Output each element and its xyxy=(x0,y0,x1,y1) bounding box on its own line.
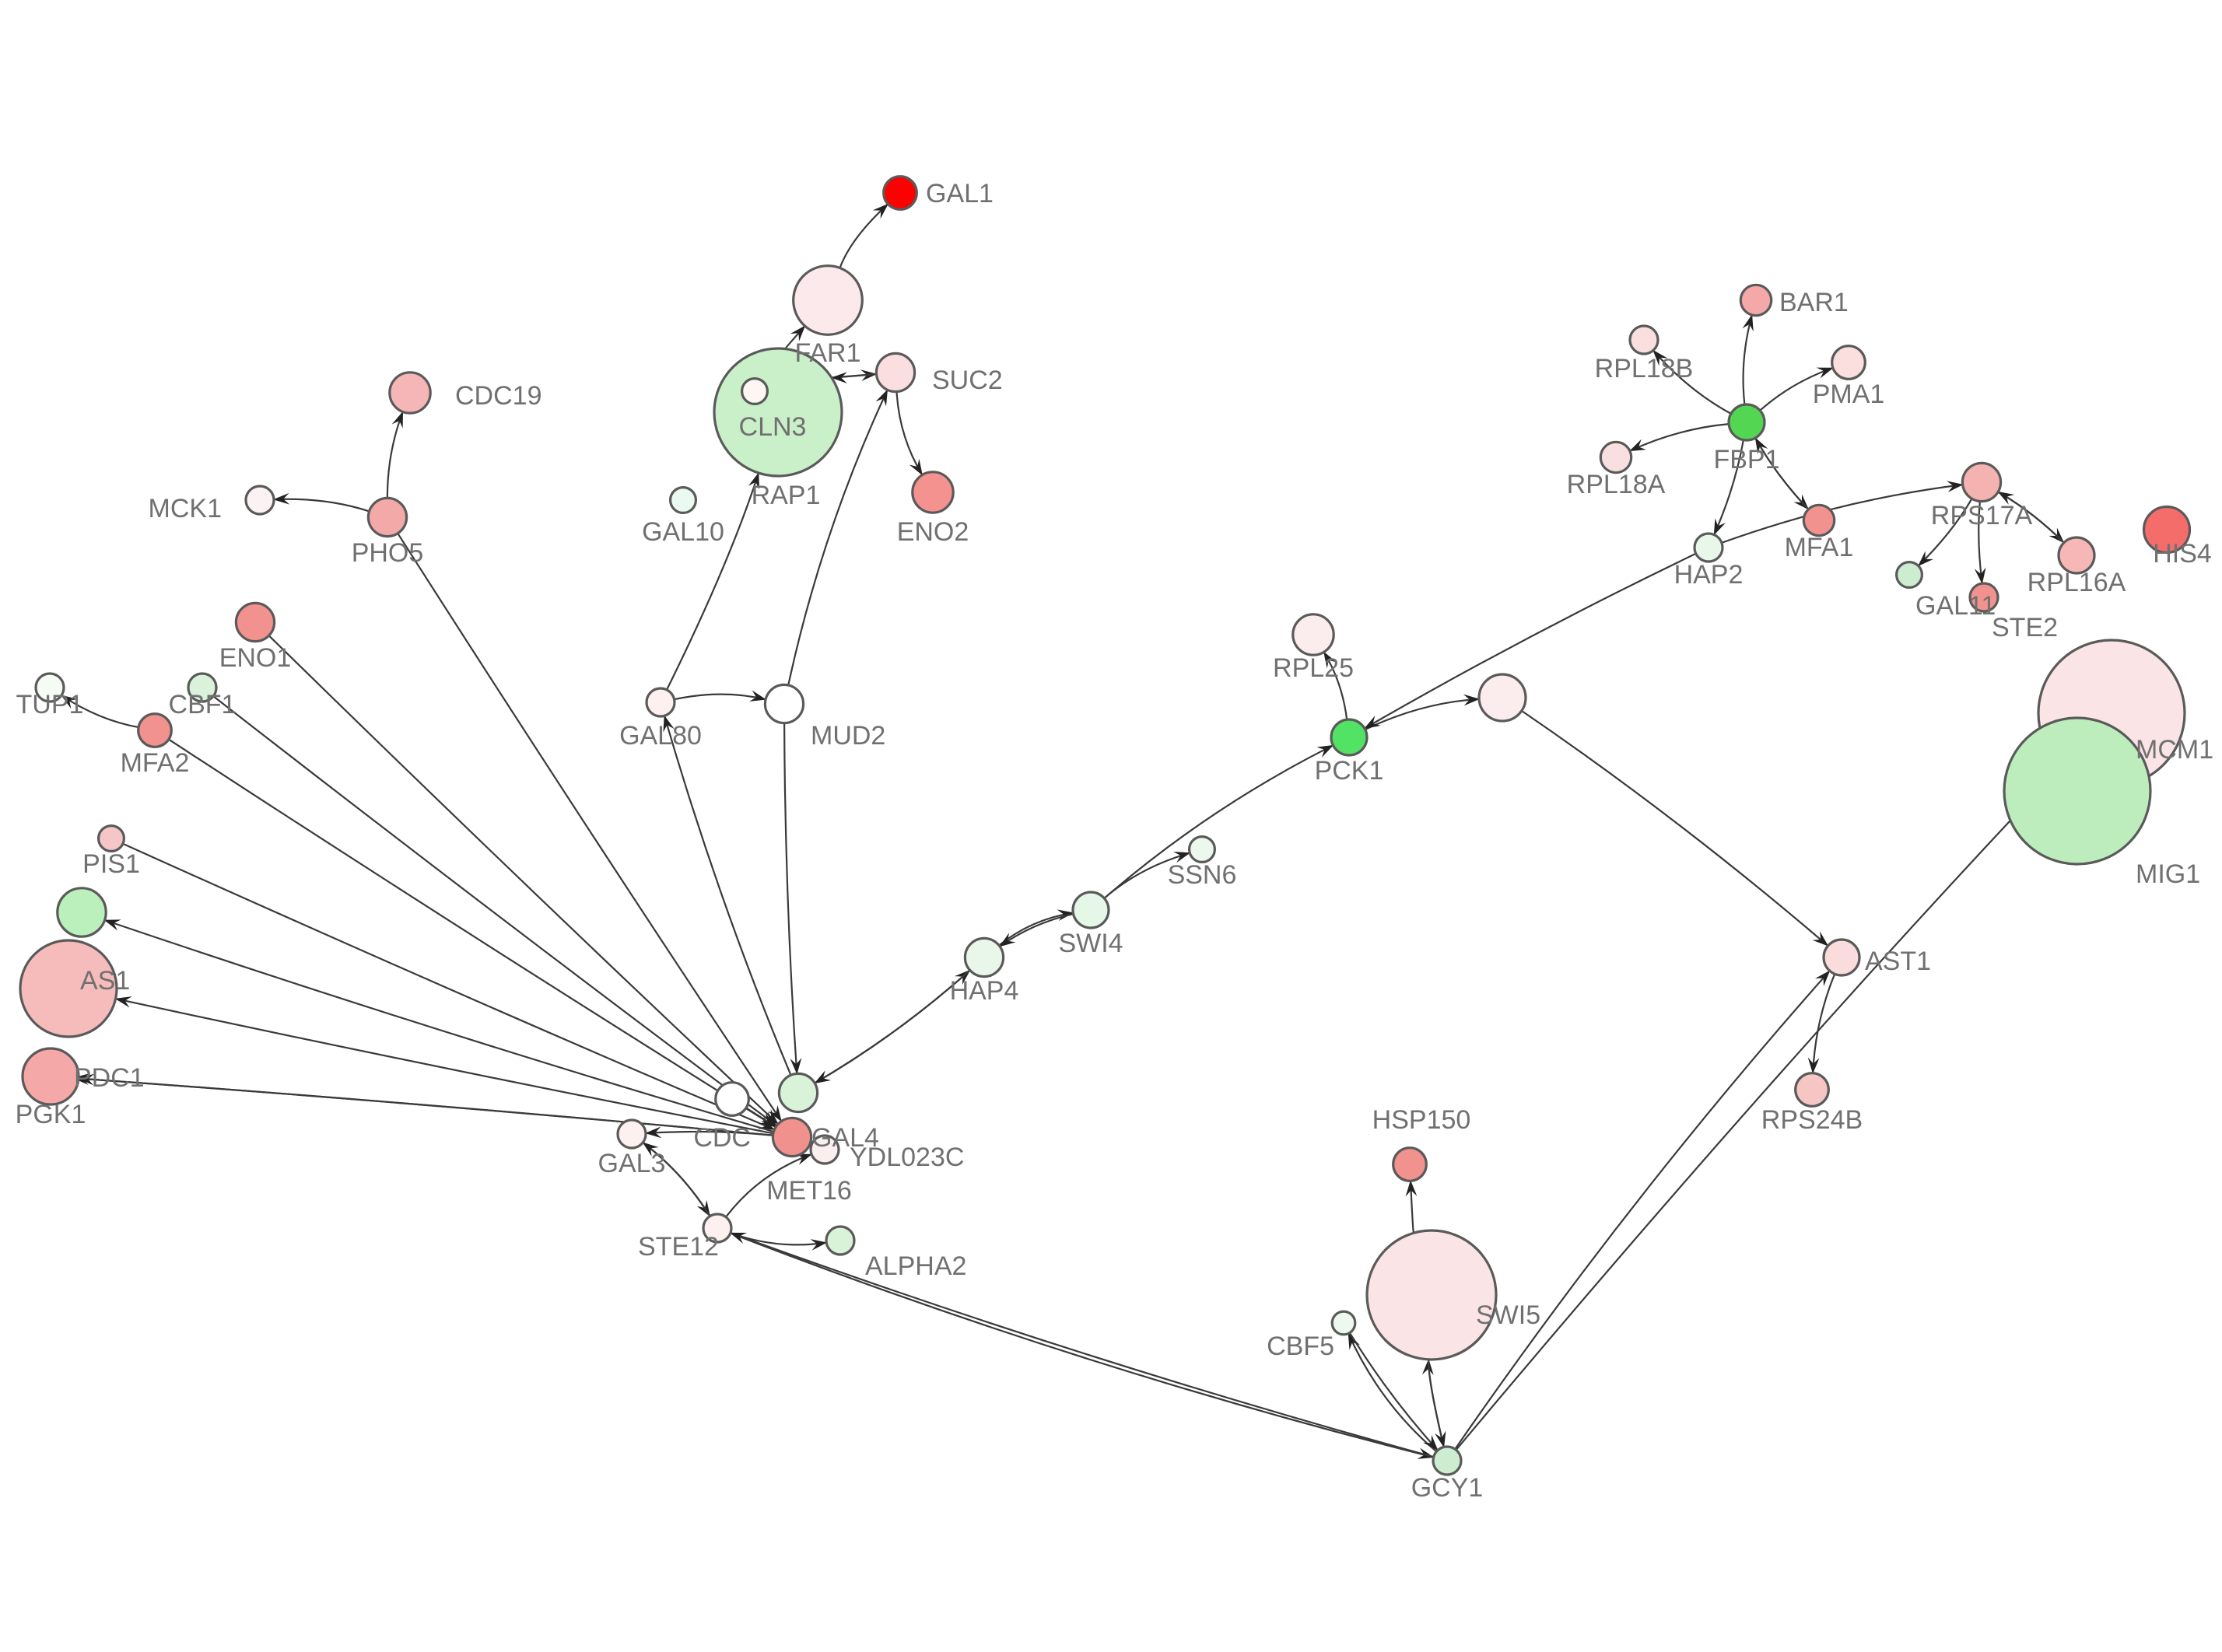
svg-text:HIS4: HIS4 xyxy=(2153,539,2212,569)
svg-text:MET16: MET16 xyxy=(766,1176,852,1206)
svg-text:AST1: AST1 xyxy=(1865,947,1931,976)
svg-text:FBP1: FBP1 xyxy=(1713,445,1779,474)
svg-text:SWI5: SWI5 xyxy=(1476,1300,1540,1330)
svg-text:ENO1: ENO1 xyxy=(219,643,292,673)
svg-text:GAL11: GAL11 xyxy=(1915,591,1996,621)
svg-text:RPL18B: RPL18B xyxy=(1595,354,1694,383)
svg-text:PCK1: PCK1 xyxy=(1315,756,1384,786)
svg-text:HAP2: HAP2 xyxy=(1674,560,1744,590)
svg-text:FAR1: FAR1 xyxy=(794,338,860,368)
svg-text:MFA1: MFA1 xyxy=(1785,533,1854,562)
svg-text:SSN6: SSN6 xyxy=(1168,860,1237,890)
svg-text:RPL25: RPL25 xyxy=(1273,653,1354,683)
svg-text:RPS24B: RPS24B xyxy=(1761,1105,1863,1135)
svg-text:MUD2: MUD2 xyxy=(811,721,885,751)
svg-text:SUC2: SUC2 xyxy=(932,366,1003,395)
svg-text:AS1: AS1 xyxy=(80,966,130,996)
svg-text:PHO5: PHO5 xyxy=(352,538,424,568)
svg-text:CDC: CDC xyxy=(693,1123,751,1153)
svg-text:BAR1: BAR1 xyxy=(1779,288,1849,317)
svg-text:CBF5: CBF5 xyxy=(1267,1332,1334,1361)
svg-text:MCM1: MCM1 xyxy=(2136,735,2213,765)
svg-text:RPS17A: RPS17A xyxy=(1931,501,2033,530)
svg-text:MCK1: MCK1 xyxy=(149,494,222,523)
svg-text:RPL16A: RPL16A xyxy=(2027,568,2126,597)
svg-text:GAL3: GAL3 xyxy=(598,1149,666,1178)
svg-text:RPL18A: RPL18A xyxy=(1567,470,1666,499)
svg-text:HSP150: HSP150 xyxy=(1372,1105,1471,1135)
svg-text:SWI4: SWI4 xyxy=(1058,929,1123,958)
svg-text:STE12: STE12 xyxy=(638,1232,719,1262)
svg-text:ALPHA2: ALPHA2 xyxy=(865,1251,966,1281)
svg-text:PGK1: PGK1 xyxy=(16,1100,86,1129)
svg-text:CDC19: CDC19 xyxy=(455,381,541,411)
svg-text:PIS1: PIS1 xyxy=(82,849,140,879)
svg-text:PMA1: PMA1 xyxy=(1813,380,1885,409)
svg-text:GCY1: GCY1 xyxy=(1411,1473,1484,1503)
svg-text:STE2: STE2 xyxy=(1992,613,2058,642)
svg-text:PDC1: PDC1 xyxy=(74,1063,145,1093)
svg-text:MFA2: MFA2 xyxy=(121,748,190,778)
svg-text:RAP1: RAP1 xyxy=(752,481,821,510)
svg-text:TUP1: TUP1 xyxy=(16,690,84,719)
svg-text:CLN3: CLN3 xyxy=(739,412,807,442)
svg-text:YDL023C: YDL023C xyxy=(850,1143,964,1172)
svg-text:CBF1: CBF1 xyxy=(169,690,237,719)
svg-text:GAL80: GAL80 xyxy=(619,721,702,751)
svg-text:ENO2: ENO2 xyxy=(897,517,969,547)
svg-text:MIG1: MIG1 xyxy=(2136,859,2200,889)
svg-text:HAP4: HAP4 xyxy=(950,976,1019,1006)
svg-text:GAL1: GAL1 xyxy=(926,179,994,208)
svg-text:GAL10: GAL10 xyxy=(642,517,724,547)
